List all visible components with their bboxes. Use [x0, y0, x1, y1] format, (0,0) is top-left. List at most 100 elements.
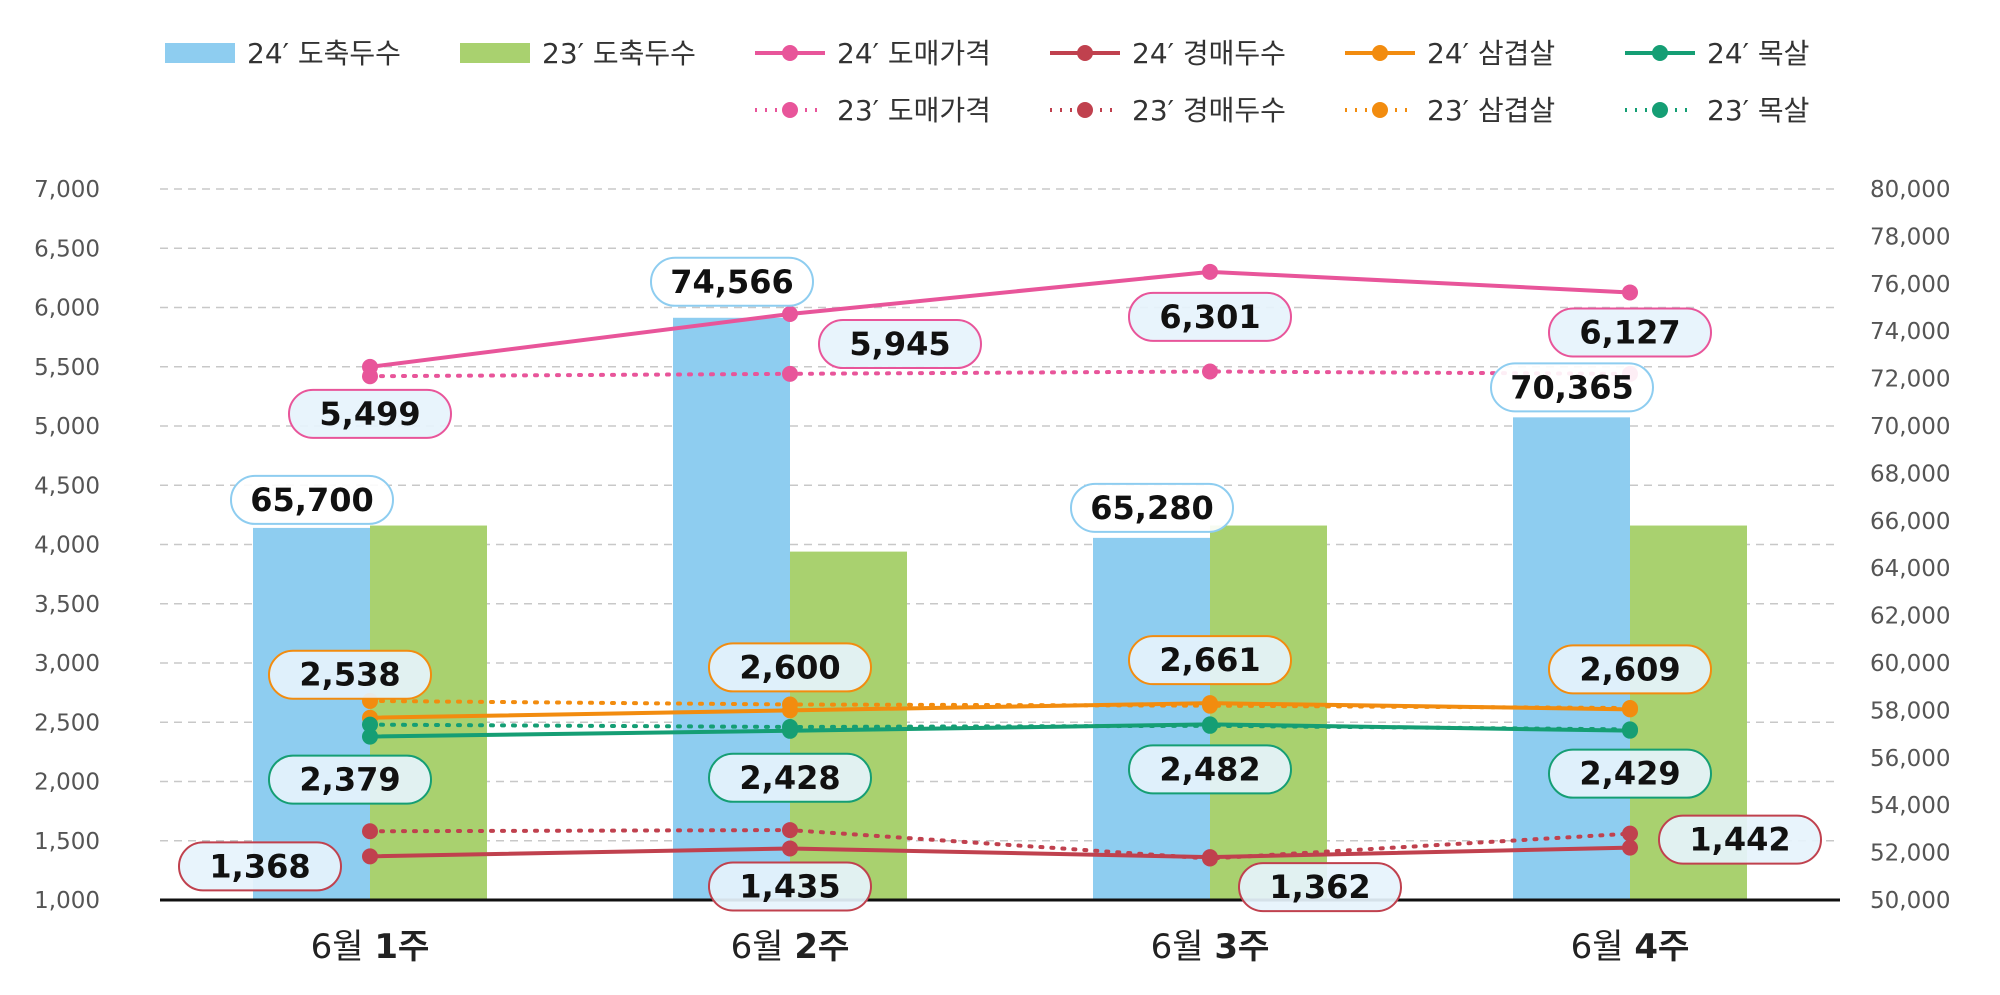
- category-week: 1주: [374, 927, 429, 967]
- legend-label: 23′ 삼겹살: [1427, 94, 1555, 127]
- left-axis-tick-label: 2,000: [34, 770, 100, 796]
- data-label-24-slaughter: 65,700: [250, 481, 373, 519]
- category-month: 6월: [311, 927, 375, 967]
- series-point-0: [1202, 263, 1218, 280]
- data-label-series-0-callout: [1548, 307, 1712, 358]
- data-label-series-2-callout: [178, 841, 342, 892]
- data-label-series-0-callout: [818, 319, 982, 370]
- right-axis-tick-label: 74,000: [1870, 319, 1950, 345]
- right-axis-tick-label: 68,000: [1870, 461, 1950, 487]
- series-line-3: [368, 828, 1632, 861]
- right-axis-tick-label: 62,000: [1870, 604, 1950, 630]
- data-label-series-6: 2,429: [1579, 755, 1680, 793]
- right-axis-tick-label: 54,000: [1870, 793, 1950, 819]
- series-point-5: [1202, 697, 1218, 714]
- data-label-series-2-callout: [708, 861, 872, 912]
- left-axis-tick-label: 4,500: [34, 473, 100, 499]
- bar-23-slaughter: [1210, 525, 1327, 900]
- left-axis-tick-label: 6,000: [34, 296, 100, 322]
- data-label-series-6-callout: [268, 754, 432, 805]
- legend-marker: [1372, 102, 1388, 118]
- data-labels: 65,700 74,566 65,280 70,365 5,499 5,945 6,301 6…: [178, 256, 1822, 913]
- bar-24-slaughter: [673, 317, 790, 901]
- data-label-series-4: 2,538: [299, 656, 400, 694]
- left-axis-tick-label: 1,500: [34, 829, 100, 855]
- right-axis-tick-label: 56,000: [1870, 746, 1950, 772]
- data-label-series-0-callout: [1128, 291, 1292, 342]
- series-point-3: [1622, 825, 1638, 842]
- legend: 24′ 도축두수 23′ 도축두수 24′ 도매가격 24′ 경매두수 24′ 삼겹살 2…: [165, 37, 1809, 127]
- data-label-series-0: 5,499: [319, 395, 420, 433]
- category-week: 4주: [1634, 927, 1689, 967]
- right-axis-tick-label: 50,000: [1870, 888, 1950, 914]
- series-point-2: [362, 848, 378, 865]
- right-axis-tick-label: 66,000: [1870, 509, 1950, 535]
- left-axis-tick-label: 1,000: [34, 888, 100, 914]
- series-line-1: [368, 369, 1632, 379]
- right-axis-tick-label: 78,000: [1870, 224, 1950, 250]
- legend-marker: [1372, 45, 1388, 61]
- data-label-series-0-callout: [288, 388, 452, 439]
- bars: [253, 317, 1747, 901]
- series-point-1: [1202, 363, 1218, 380]
- series-point-2: [782, 840, 798, 857]
- legend-swatch: [460, 43, 530, 63]
- legend-marker: [782, 102, 798, 118]
- data-label-series-6-callout: [708, 752, 872, 803]
- data-label-series-4-callout: [1548, 644, 1712, 695]
- series-point-1: [362, 368, 378, 385]
- left-axis-tick-label: 4,000: [34, 533, 100, 559]
- category-label: 6월 1주: [311, 927, 430, 967]
- bar-23-slaughter: [370, 525, 487, 900]
- right-axis-tick-label: 64,000: [1870, 556, 1950, 582]
- right-axis-tick-label: 80,000: [1870, 177, 1950, 203]
- series-line-0: [368, 269, 1632, 369]
- data-label-24-slaughter-callout: [650, 256, 814, 307]
- series-line-5: [368, 698, 1632, 711]
- axes: 1,000 1,500 2,000 2,500 3,000 3,500 4,000 4,500…: [34, 177, 1950, 967]
- data-label-series-4: 2,600: [739, 648, 840, 686]
- data-label-series-4: 2,609: [1579, 650, 1680, 688]
- data-label-series-4-callout: [268, 649, 432, 700]
- data-label-24-slaughter: 70,365: [1510, 368, 1633, 406]
- left-axis-tick-label: 5,000: [34, 414, 100, 440]
- data-label-series-6: 2,482: [1159, 750, 1260, 788]
- legend-marker: [1652, 102, 1668, 118]
- category-week: 2주: [794, 927, 849, 967]
- series-line-7: [368, 722, 1632, 732]
- category-month: 6월: [731, 927, 795, 967]
- legend-label: 24′ 도매가격: [837, 37, 991, 70]
- legend-marker: [1077, 102, 1093, 118]
- series-point-7: [362, 716, 378, 733]
- series-point-7: [1622, 721, 1638, 738]
- data-label-24-slaughter-callout: [1490, 362, 1654, 413]
- data-label-series-2: 1,435: [739, 867, 840, 905]
- data-label-series-6-callout: [1128, 744, 1292, 795]
- data-label-series-6: 2,428: [739, 759, 840, 797]
- legend-marker: [1077, 45, 1093, 61]
- left-axis-tick-label: 2,500: [34, 710, 100, 736]
- right-axis-tick-label: 76,000: [1870, 272, 1950, 298]
- series-point-0: [1622, 284, 1638, 301]
- data-label-24-slaughter: 65,280: [1090, 489, 1213, 527]
- category-week: 3주: [1214, 927, 1269, 967]
- left-axis-tick-label: 6,500: [34, 236, 100, 262]
- legend-label: 24′ 삼겹살: [1427, 37, 1555, 70]
- left-axis-tick-label: 7,000: [34, 177, 100, 203]
- data-label-series-6-callout: [1548, 748, 1712, 799]
- right-axis-tick-label: 52,000: [1870, 841, 1950, 867]
- data-label-series-2: 1,442: [1689, 821, 1790, 859]
- legend-label: 23′ 도매가격: [837, 94, 991, 127]
- data-label-series-0: 6,301: [1159, 298, 1260, 336]
- series-point-5: [782, 696, 798, 713]
- data-label-24-slaughter-callout: [230, 474, 394, 525]
- legend-label: 24′ 경매두수: [1132, 37, 1286, 70]
- right-axis-tick-label: 72,000: [1870, 367, 1950, 393]
- legend-label: 23′ 경매두수: [1132, 94, 1286, 127]
- series-point-7: [782, 718, 798, 735]
- right-axis-tick-label: 70,000: [1870, 414, 1950, 440]
- data-label-series-4-callout: [708, 642, 872, 693]
- left-axis-tick-label: 5,500: [34, 355, 100, 381]
- series-point-2: [1622, 839, 1638, 856]
